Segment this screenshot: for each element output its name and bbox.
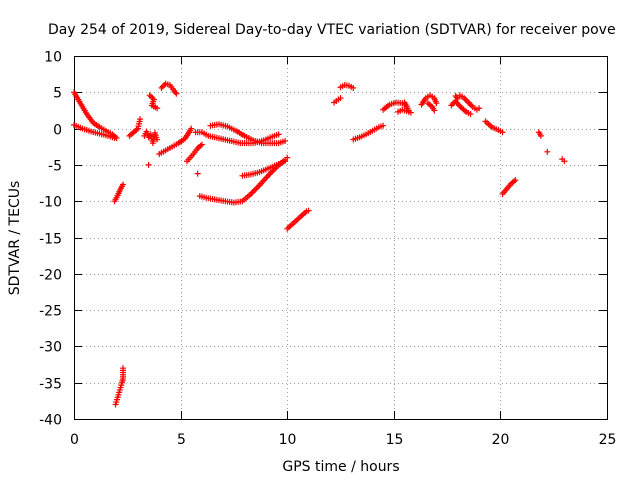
data-point-arc-30 (512, 177, 519, 184)
data-point-arc-09 (161, 82, 168, 89)
data-point-arc-03 (120, 181, 127, 188)
data-point-arc-11 (198, 141, 205, 148)
data-point-arc-18 (337, 95, 344, 102)
data-point-arc-15 (250, 188, 257, 195)
data-point-arc-09 (173, 90, 180, 97)
y-tick-label: -35 (39, 377, 62, 393)
data-point-arc-15 (266, 171, 273, 178)
data-point-arc-14 (282, 137, 289, 144)
data-point-arc-08 (149, 95, 156, 102)
data-point-arc-06 (154, 136, 161, 143)
data-point-arc-19 (350, 84, 357, 91)
data-point-arc-16 (282, 158, 289, 165)
data-point-arc-27 (466, 100, 473, 107)
data-point-arc-26 (448, 102, 455, 109)
data-point-arc-33 (561, 158, 568, 165)
data-point-arc-07 (145, 161, 152, 168)
data-point-arc-15 (255, 183, 262, 190)
data-point-arc-17 (305, 207, 312, 214)
y-axis-tick-labels: 10 5 0 -5 -10 -15 -20 -25 -30 -35 -40 (39, 50, 62, 429)
data-point-arc-27 (476, 105, 483, 112)
y-tick-label: -10 (39, 195, 62, 211)
data-point-arc-27 (462, 96, 469, 103)
x-tick-label: 15 (386, 432, 404, 448)
x-tick-label: 5 (177, 432, 186, 448)
data-point-arc-28 (454, 95, 461, 102)
data-point-arc-04 (120, 365, 127, 372)
y-tick-label: -5 (48, 159, 62, 175)
y-tick-label: 5 (53, 86, 62, 102)
data-point-arc-20 (380, 122, 387, 129)
data-point-arc-15 (253, 185, 260, 192)
data-point-arc-09 (158, 84, 165, 91)
y-tick-label: 0 (53, 123, 62, 139)
data-point-arc-25 (431, 107, 438, 114)
data-point-arc-26 (467, 111, 474, 118)
grid-lines (74, 56, 607, 419)
data-point-arc-05 (137, 116, 144, 123)
data-point-arc-29 (499, 129, 506, 136)
x-axis-tick-labels: 0 5 10 15 20 25 (70, 432, 616, 448)
y-tick-label: -20 (39, 268, 62, 284)
y-tick-label: -40 (39, 413, 62, 429)
y-axis-label: SDTVAR / TECUs (7, 181, 23, 296)
data-point-arc-15 (249, 189, 256, 196)
data-point-arc-10 (188, 125, 195, 132)
data-point-arc-15 (252, 186, 259, 193)
data-point-arc-27 (463, 98, 470, 105)
data-point-arc-08 (154, 105, 161, 112)
data-point-arc-27 (468, 102, 475, 109)
data-point-arc-32 (544, 148, 551, 155)
data-point-arc-02 (111, 135, 118, 142)
data-point-arc-31 (537, 132, 544, 139)
chart-title: Day 254 of 2019, Sidereal Day-to-day VTE… (48, 22, 616, 38)
y-tick-label: -15 (39, 232, 62, 248)
y-tick-label: 10 (44, 50, 62, 66)
data-point-arc-24 (433, 100, 440, 107)
data-point-arc-13 (275, 131, 282, 138)
data-point-arc-08 (146, 92, 153, 99)
x-axis-label: GPS time / hours (282, 459, 399, 475)
x-tick-label: 10 (279, 432, 297, 448)
data-point-arc-23 (405, 107, 412, 114)
data-point-arc-15 (284, 154, 291, 161)
y-tick-label: -30 (39, 340, 62, 356)
x-tick-label: 20 (492, 432, 510, 448)
axis-ticks (74, 56, 608, 420)
x-tick-label: 0 (70, 432, 79, 448)
data-point-arc-12 (194, 170, 201, 177)
data-points (71, 80, 568, 408)
x-tick-label: 25 (599, 432, 617, 448)
data-point-arc-27 (465, 99, 472, 106)
y-tick-label: -25 (39, 304, 62, 320)
data-point-arc-15 (267, 169, 274, 176)
